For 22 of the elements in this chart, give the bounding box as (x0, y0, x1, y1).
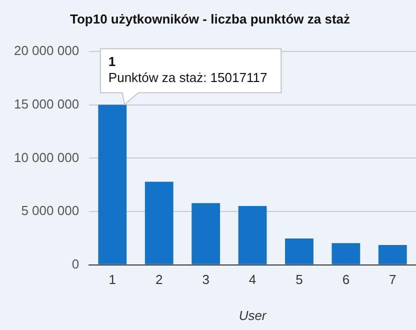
annotation: 1 Punktów za staż: 15017117 (108, 54, 268, 85)
y-tick-label: 15 000 000 (14, 96, 80, 112)
x-tick-label: 4 (248, 272, 256, 288)
x-tick-label: 3 (202, 272, 210, 288)
bar (144, 182, 174, 264)
bar (332, 243, 360, 264)
y-tick-label: 10 000 000 (14, 150, 80, 165)
y-tick-label: 20 000 000 (14, 43, 80, 58)
x-tick-label: 2 (156, 272, 163, 288)
x-tick-label: 1 (108, 272, 116, 288)
x-tick-label: 5 (296, 272, 303, 288)
x-axis-title: User (238, 308, 267, 323)
y-tick-label: 0 (72, 256, 80, 272)
bar (238, 206, 267, 264)
x-tick-label: 6 (342, 272, 350, 288)
bar (378, 244, 407, 264)
bar (192, 203, 220, 264)
bar (285, 238, 314, 264)
y-tick-label: 5 000 000 (21, 203, 80, 218)
chart-title: Top10 użytkowników - liczba punktów za staż (70, 11, 351, 26)
bar (98, 104, 127, 264)
x-tick-label: 7 (389, 272, 396, 288)
